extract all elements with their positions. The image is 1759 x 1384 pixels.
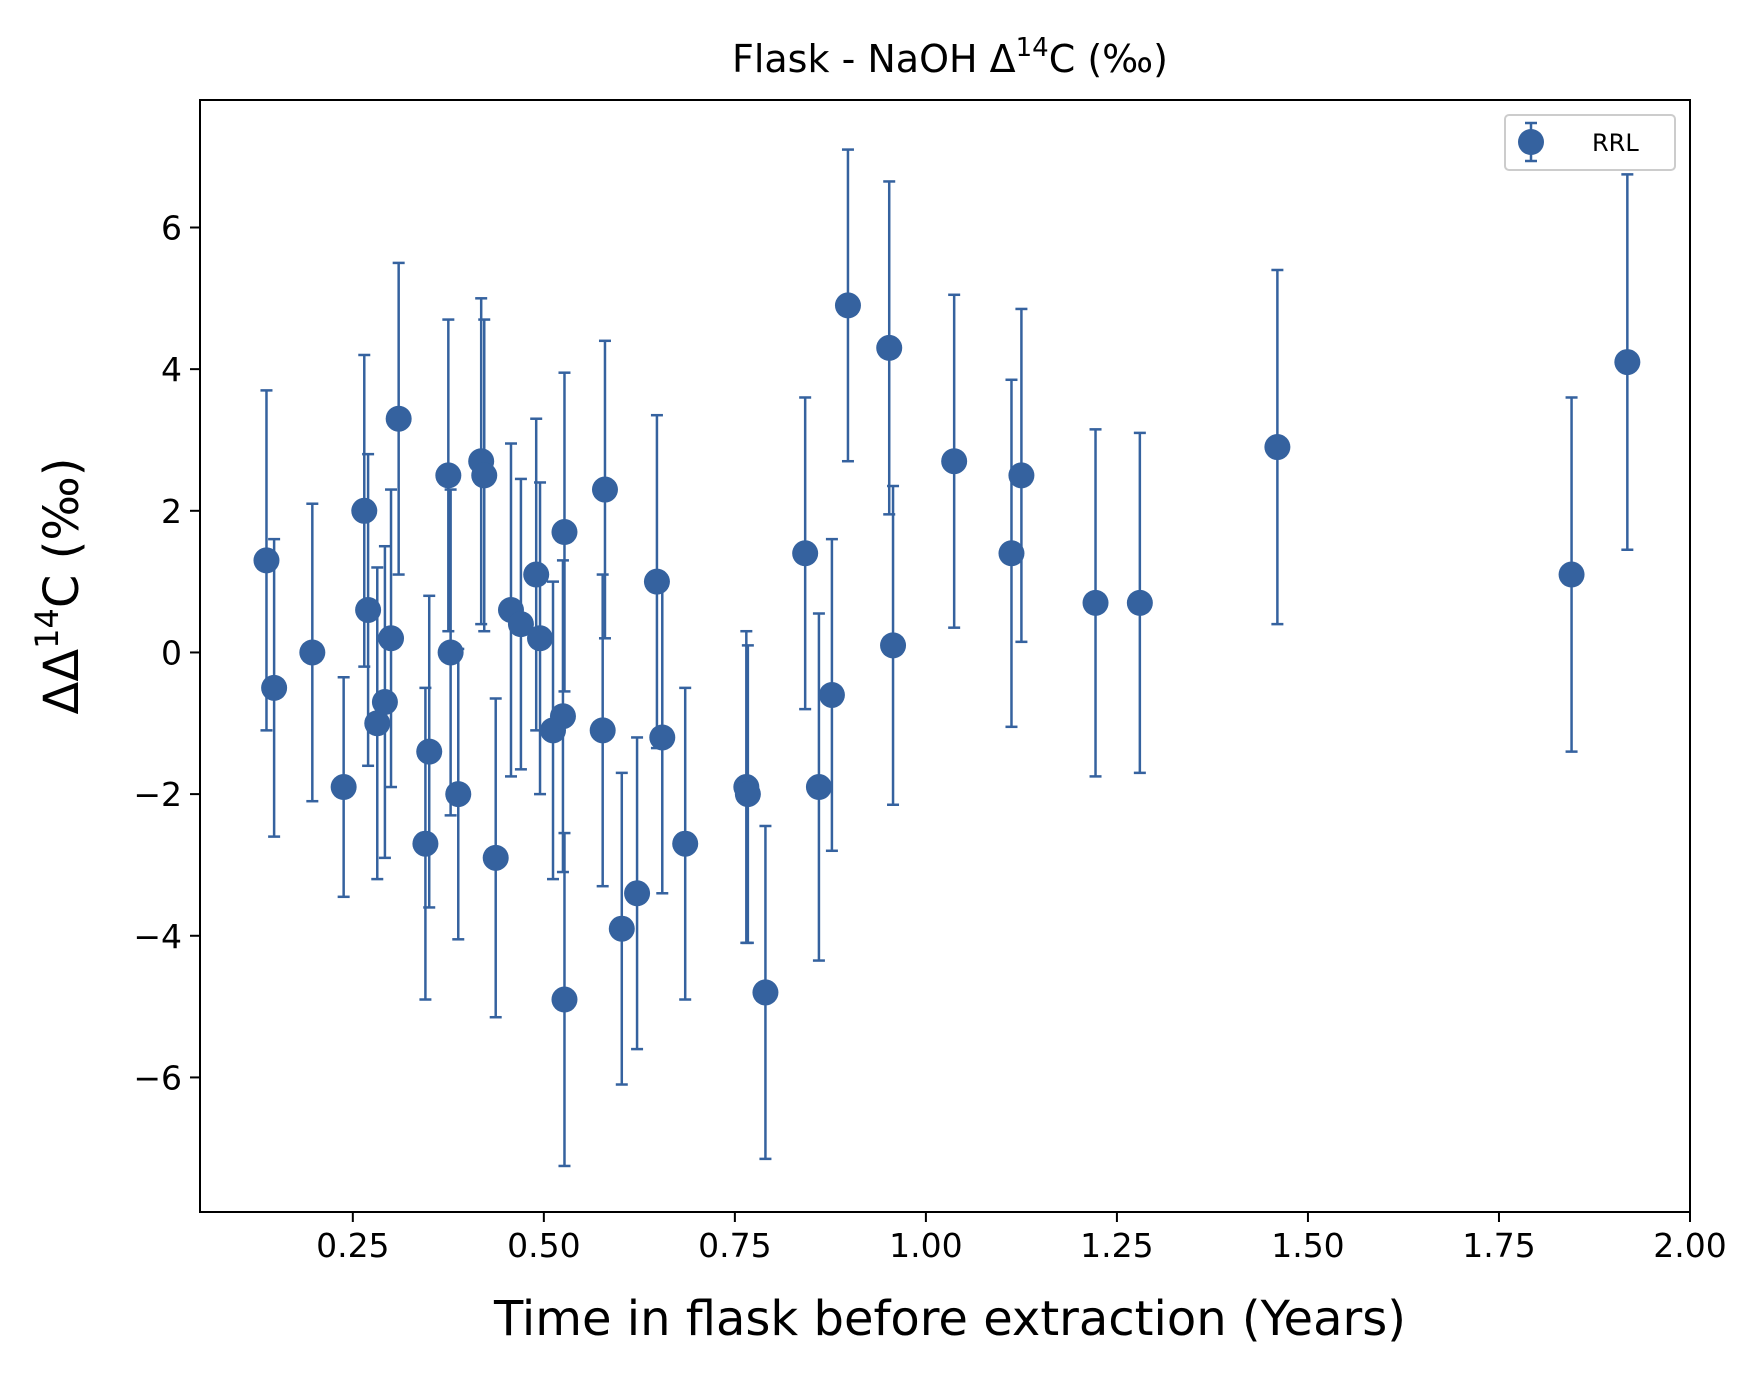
data-point: [507, 611, 534, 638]
data-point: [261, 674, 288, 701]
chart-title: Flask - NaOH Δ14C (‰): [732, 33, 1168, 81]
x-tick-label: 2.00: [1653, 1226, 1726, 1265]
x-tick-label: 1.75: [1462, 1226, 1535, 1265]
y-tick-label: 6: [161, 208, 182, 247]
plot-frame: [199, 99, 1691, 1213]
data-point: [378, 625, 405, 652]
data-point: [1264, 434, 1291, 461]
data-point: [941, 448, 968, 475]
y-tick-label: 0: [161, 633, 182, 672]
y-axis: −6 −4 −2 0 2 4 6: [133, 208, 200, 1097]
data-point: [876, 334, 903, 361]
data-point: [551, 519, 578, 546]
data-point: [371, 689, 398, 716]
data-point: [591, 476, 618, 503]
y-tick-label: −4: [133, 917, 182, 956]
data-point: [608, 915, 635, 942]
data-point: [445, 781, 472, 808]
data-point: [437, 639, 464, 666]
data-point: [527, 625, 554, 652]
y-axis-label: ΔΔ14C (‰): [28, 457, 90, 714]
data-point: [752, 979, 779, 1006]
legend-marker: [1518, 129, 1544, 155]
x-axis: 0.25 0.50 0.75 1.00 1.25 1.50 1.75 2.00: [316, 1212, 1727, 1265]
data-point: [1614, 349, 1641, 376]
data-point: [1558, 561, 1585, 588]
data-point: [734, 781, 761, 808]
legend: RRL: [1504, 114, 1676, 171]
data-point: [416, 738, 443, 765]
data-point: [364, 710, 391, 737]
data-point: [253, 547, 280, 574]
y-tick-label: 4: [161, 350, 182, 389]
plot-area: [199, 99, 1691, 1213]
data-point: [412, 830, 439, 857]
x-tick-label: 1.00: [889, 1226, 962, 1265]
data-point: [1082, 589, 1109, 616]
x-tick-label: 0.25: [316, 1226, 389, 1265]
legend-box: [1504, 114, 1676, 171]
y-tick-label: −2: [133, 775, 182, 814]
data-point: [998, 540, 1025, 567]
data-point: [435, 462, 462, 489]
data-point: [299, 639, 326, 666]
data-points: [253, 292, 1641, 1013]
data-point: [672, 830, 699, 857]
data-point: [482, 844, 509, 871]
y-tick-label: −6: [133, 1058, 182, 1097]
x-axis-label: Time in flask before extraction (Years): [493, 1291, 1406, 1347]
data-point: [385, 405, 412, 432]
data-point: [834, 292, 861, 319]
data-point: [549, 703, 576, 730]
data-point: [880, 632, 907, 659]
data-point: [1008, 462, 1035, 489]
data-point: [589, 717, 616, 744]
x-tick-label: 0.75: [698, 1226, 771, 1265]
data-point: [818, 681, 845, 708]
x-tick-label: 1.50: [1271, 1226, 1344, 1265]
x-tick-label: 1.25: [1080, 1226, 1153, 1265]
data-point: [1126, 589, 1153, 616]
data-point: [643, 568, 670, 595]
data-point: [624, 880, 651, 907]
data-point: [523, 561, 550, 588]
data-point: [471, 462, 498, 489]
legend-label-rrl: RRL: [1592, 129, 1639, 157]
data-point: [792, 540, 819, 567]
data-point: [351, 497, 378, 524]
data-point: [355, 596, 382, 623]
data-point: [551, 986, 578, 1013]
y-tick-label: 2: [161, 492, 182, 531]
data-point: [649, 724, 676, 751]
x-tick-label: 0.50: [507, 1226, 580, 1265]
data-point: [805, 774, 832, 801]
data-point: [330, 774, 357, 801]
